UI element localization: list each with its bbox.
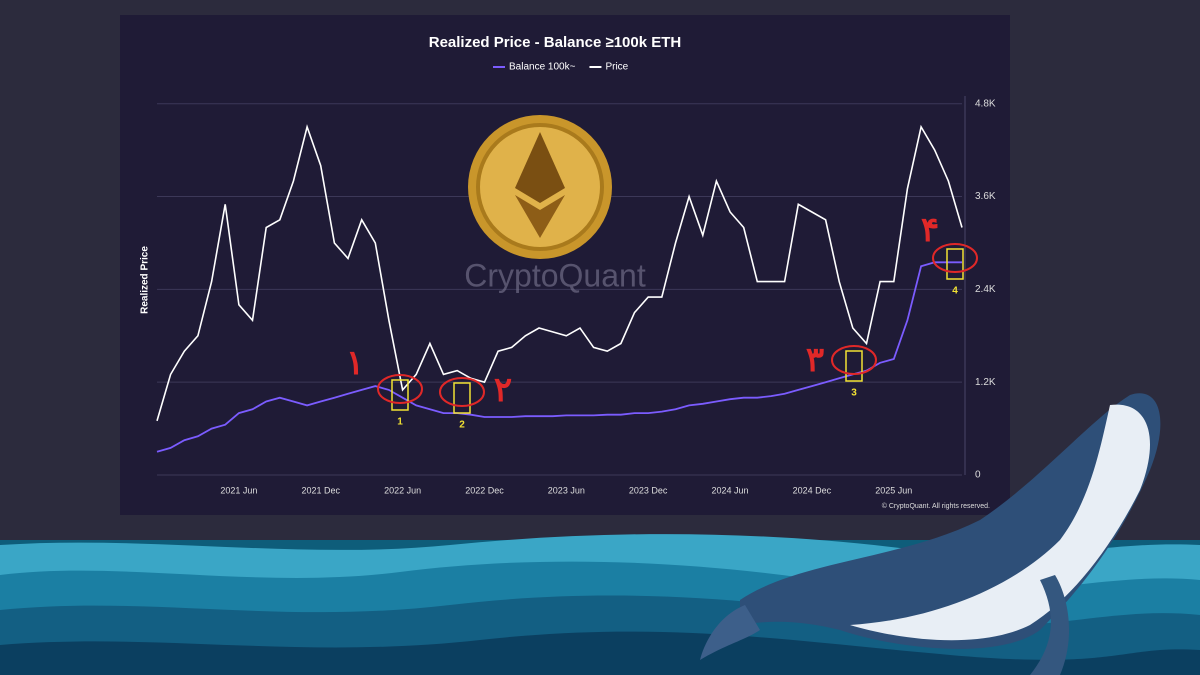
annotation-number: 4 [952,286,958,297]
x-tick-label: 2024 Dec [793,485,832,495]
line-series [156,261,962,453]
annotation-number: 1 [397,417,403,428]
copyright: © CryptoQuant. All rights reserved. [882,502,990,510]
annotation-note: ۱ [346,344,364,382]
annotation-note: ۲ [494,371,512,409]
x-tick-label: 2023 Jun [548,485,585,495]
highlight-box [391,379,409,411]
highlight-box [453,382,471,414]
highlight-circle [831,345,877,375]
highlight-box [845,350,863,382]
x-tick-label: 2024 Jun [712,485,749,495]
highlight-box [946,248,964,280]
y-tick-label: 3.6K [975,191,996,202]
highlight-circle [377,374,423,404]
x-tick-label: 2022 Jun [384,485,421,495]
line-series [156,124,963,422]
y-tick-label: 0 [975,470,981,481]
highlight-circle [932,243,978,273]
watermark: CryptoQuant [464,257,646,293]
annotation-note: ۳ [806,341,824,379]
annotation-note: ۴ [921,211,939,249]
whale [700,393,1161,675]
annotation-number: 2 [459,420,465,431]
legend-label: Price [605,62,628,73]
x-tick-label: 2025 Jun [875,485,912,495]
x-tick-label: 2021 Jun [220,485,257,495]
annotation-number: 3 [851,388,857,399]
y-tick-label: 1.2K [975,377,996,388]
chart-panel [120,15,1010,515]
eth-coin [468,115,612,259]
x-tick-label: 2021 Dec [301,485,340,495]
chart-title: Realized Price - Balance ≥100k ETH [429,34,682,51]
y-tick-label: 2.4K [975,284,996,295]
x-tick-label: 2022 Dec [465,485,504,495]
highlight-circle [439,377,485,407]
y-axis-label: Realized Price [140,246,151,314]
wave [0,631,1200,675]
legend-label: Balance 100k~ [509,62,576,73]
y-tick-label: 4.8K [975,98,996,109]
x-tick-label: 2023 Dec [629,485,668,495]
